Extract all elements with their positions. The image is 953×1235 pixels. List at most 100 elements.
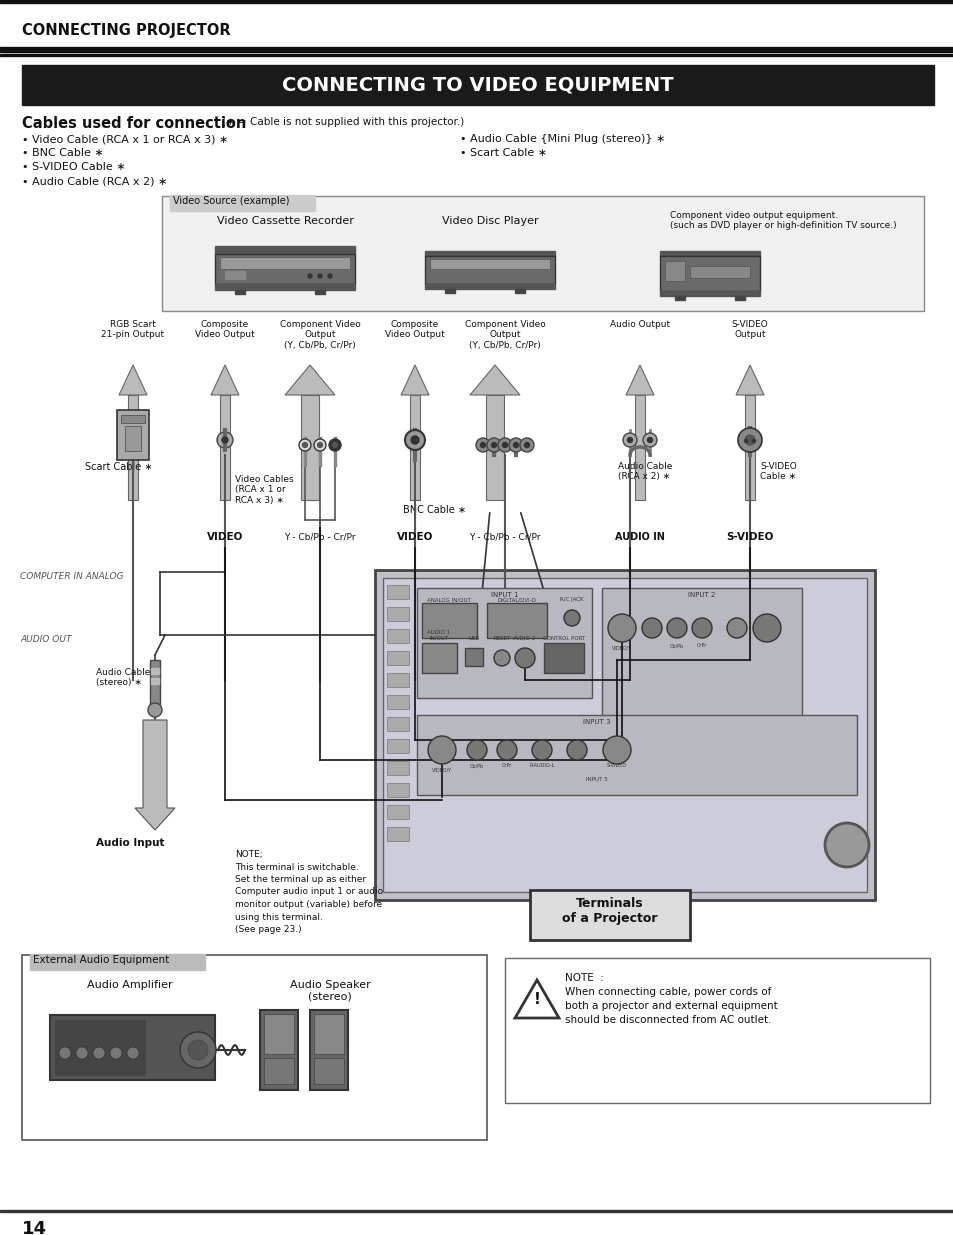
Circle shape: [317, 274, 322, 278]
Bar: [734, 296, 744, 300]
Bar: [117, 410, 149, 459]
Bar: [387, 651, 409, 664]
Bar: [430, 259, 550, 269]
Text: • Audio Cable {Mini Plug (stereo)} ∗: • Audio Cable {Mini Plug (stereo)} ∗: [459, 135, 664, 144]
Bar: [464, 648, 482, 666]
Circle shape: [726, 618, 746, 638]
Text: Component Video
Output
(Y, Cb/Pb, Cr/Pr): Component Video Output (Y, Cb/Pb, Cr/Pr): [279, 320, 360, 350]
Text: DIGITAL/DVI-D: DIGITAL/DVI-D: [497, 597, 536, 601]
Polygon shape: [625, 366, 654, 395]
Bar: [659, 256, 760, 291]
Bar: [0, 54, 953, 56]
Text: VIDEO/Y: VIDEO/Y: [432, 767, 452, 772]
Circle shape: [497, 438, 512, 452]
Circle shape: [405, 430, 424, 450]
Bar: [416, 588, 592, 698]
Text: CONTROL PORT: CONTROL PORT: [542, 636, 584, 641]
Bar: [214, 284, 355, 290]
Circle shape: [329, 438, 340, 451]
Bar: [264, 1014, 294, 1053]
Bar: [410, 395, 419, 500]
Bar: [22, 65, 933, 105]
Circle shape: [59, 1047, 71, 1058]
Text: Component Video
Output
(Y, Cb/Pb, Cr/Pr): Component Video Output (Y, Cb/Pb, Cr/Pr): [464, 320, 545, 350]
Text: Composite
Video Output: Composite Video Output: [385, 320, 444, 340]
Polygon shape: [135, 720, 174, 830]
Bar: [151, 668, 159, 674]
Text: RGB Scart
21-pin Output: RGB Scart 21-pin Output: [101, 320, 164, 340]
Circle shape: [491, 442, 496, 447]
Polygon shape: [400, 366, 429, 395]
Circle shape: [428, 736, 456, 764]
Circle shape: [752, 614, 781, 642]
Circle shape: [519, 438, 534, 452]
Polygon shape: [285, 366, 335, 395]
Bar: [314, 290, 325, 294]
Text: !: !: [533, 993, 539, 1008]
Circle shape: [627, 437, 632, 442]
Circle shape: [411, 436, 418, 445]
Circle shape: [563, 610, 579, 626]
Bar: [151, 678, 159, 684]
Bar: [486, 603, 546, 638]
Text: AUDIO 1
IN/OUT: AUDIO 1 IN/OUT: [427, 630, 450, 641]
Bar: [301, 395, 318, 500]
Circle shape: [515, 648, 535, 668]
Text: USB: USB: [468, 636, 479, 641]
Text: NOTE  :
When connecting cable, power cords of
both a projector and external equi: NOTE : When connecting cable, power cord…: [564, 973, 777, 1025]
Bar: [601, 588, 801, 718]
Text: Audio Output: Audio Output: [609, 320, 669, 329]
Bar: [234, 290, 245, 294]
Bar: [314, 1058, 344, 1084]
Circle shape: [222, 437, 228, 443]
Circle shape: [328, 274, 332, 278]
Bar: [264, 1058, 294, 1084]
Text: INPUT 1: INPUT 1: [491, 592, 518, 598]
Bar: [220, 395, 230, 500]
Circle shape: [467, 740, 486, 760]
Text: S-VIDEO: S-VIDEO: [606, 763, 626, 768]
Text: Audio Speaker
(stereo): Audio Speaker (stereo): [290, 981, 370, 1002]
Text: Audio Amplifier: Audio Amplifier: [87, 981, 172, 990]
Bar: [310, 1010, 348, 1091]
Text: • BNC Cable ∗: • BNC Cable ∗: [22, 148, 104, 158]
Text: VIDEO: VIDEO: [207, 532, 243, 542]
Bar: [659, 291, 760, 296]
Bar: [421, 643, 456, 673]
Text: Audio Input: Audio Input: [95, 839, 164, 848]
Text: Video Cassette Recorder: Video Cassette Recorder: [216, 216, 353, 226]
Text: ANALOG IN/OUT: ANALOG IN/OUT: [427, 597, 471, 601]
Bar: [30, 953, 205, 969]
Circle shape: [744, 435, 754, 445]
Bar: [675, 296, 684, 300]
Bar: [444, 289, 455, 293]
Bar: [387, 629, 409, 643]
Text: (∗ = Cable is not supplied with this projector.): (∗ = Cable is not supplied with this pro…: [222, 117, 464, 127]
Text: Video Disc Player: Video Disc Player: [441, 216, 537, 226]
Bar: [387, 827, 409, 841]
Bar: [424, 256, 555, 284]
Bar: [424, 284, 555, 289]
Text: RESET: RESET: [493, 636, 510, 641]
Bar: [128, 395, 138, 500]
Bar: [225, 270, 245, 279]
Bar: [121, 415, 145, 424]
Text: R/C JACK: R/C JACK: [559, 597, 583, 601]
Polygon shape: [735, 366, 763, 395]
Bar: [50, 1015, 214, 1079]
Text: Video Source (example): Video Source (example): [172, 196, 289, 206]
Circle shape: [607, 614, 636, 642]
Circle shape: [92, 1047, 105, 1058]
Bar: [22, 955, 486, 1140]
Circle shape: [180, 1032, 215, 1068]
Text: AUDIO OUT: AUDIO OUT: [20, 635, 71, 643]
Text: • Scart Cable ∗: • Scart Cable ∗: [459, 148, 547, 158]
Text: INPUT 2: INPUT 2: [688, 592, 715, 598]
Circle shape: [513, 442, 518, 447]
Bar: [504, 958, 929, 1103]
Bar: [689, 266, 749, 278]
Bar: [170, 195, 314, 211]
Circle shape: [743, 440, 747, 442]
Circle shape: [480, 442, 485, 447]
Text: CONNECTING PROJECTOR: CONNECTING PROJECTOR: [22, 22, 231, 37]
